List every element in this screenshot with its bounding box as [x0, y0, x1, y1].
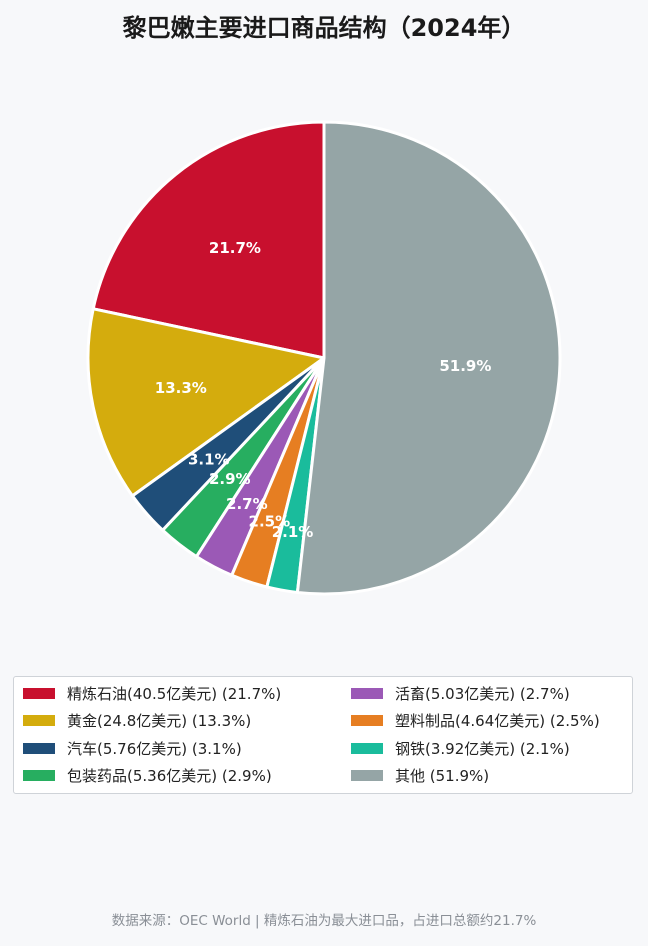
legend-item-0: 精炼石油(40.5亿美元) (21.7%) [23, 682, 281, 704]
legend: 精炼石油(40.5亿美元) (21.7%) 活畜(5.03亿美元) (2.7%) 黄… [13, 676, 633, 794]
chart-title: 黎巴嫩主要进口商品结构（2024年） [122, 14, 526, 42]
source-note: 数据来源：OEC World | 精炼石油为最大进口品，占进口总额约21.7% [111, 913, 537, 929]
legend-label: 汽车(5.76亿美元) (3.1%) [67, 739, 242, 758]
legend-label: 精炼石油(40.5亿美元) (21.7%) [67, 684, 282, 703]
slice-label-5: 2.5% [249, 512, 291, 530]
slice-label-7: 51.9% [439, 357, 491, 375]
legend-item-5: 塑料制品(4.64亿美元) (2.5%) [351, 710, 600, 732]
slice-label-6: 2.1% [272, 523, 314, 541]
legend-item-4: 活畜(5.03亿美元) (2.7%) [351, 682, 570, 704]
pie-slice-0 [91, 120, 326, 360]
legend-swatch [351, 742, 383, 754]
legend-swatch [351, 715, 383, 726]
legend-swatch [351, 770, 383, 781]
slice-label-2: 3.1% [188, 450, 230, 468]
slice-label-3: 2.9% [209, 470, 251, 488]
legend-label: 活畜(5.03亿美元) (2.7%) [395, 684, 570, 703]
legend-label: 黄金(24.8亿美元) (13.3%) [67, 712, 252, 730]
legend-swatch [23, 770, 55, 781]
legend-swatch [23, 742, 55, 754]
legend-item-6: 钢铁(3.92亿美元) (2.1%) [351, 737, 570, 759]
pie-slice-7 [295, 120, 562, 596]
legend-swatch [23, 687, 55, 699]
legend-label: 包装药品(5.36亿美元) (2.9%) [67, 767, 272, 785]
legend-item-7: 其他 (51.9%) [351, 765, 489, 787]
legend-item-3: 包装药品(5.36亿美元) (2.9%) [23, 765, 272, 787]
slice-label-1: 13.3% [155, 379, 207, 397]
legend-item-1: 黄金(24.8亿美元) (13.3%) [23, 710, 251, 732]
legend-swatch [23, 715, 55, 726]
legend-label: 钢铁(3.92亿美元) (2.1%) [395, 739, 570, 758]
pie-slice-1 [86, 307, 326, 498]
legend-label: 其他 (51.9%) [395, 767, 490, 785]
pie-chart: 21.7% 13.3% 3.1% 2.9% 2.7%2.5%2.1% 51.9% [86, 120, 562, 596]
slice-label-4: 2.7% [226, 495, 268, 513]
legend-label: 塑料制品(4.64亿美元) (2.5%) [395, 712, 600, 730]
legend-item-2: 汽车(5.76亿美元) (3.1%) [23, 737, 242, 759]
slice-label-0: 21.7% [209, 239, 261, 257]
legend-swatch [351, 687, 383, 699]
